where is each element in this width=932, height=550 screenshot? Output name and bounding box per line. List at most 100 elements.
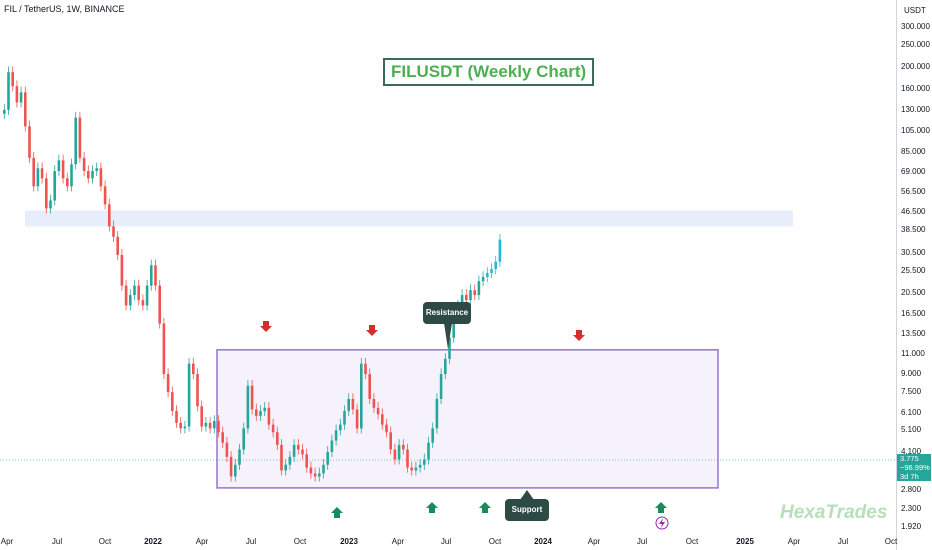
candle-body xyxy=(179,422,182,429)
price-change: −96.99% xyxy=(900,463,930,472)
candle-body xyxy=(486,272,489,277)
time-tick-label: Oct xyxy=(98,537,112,546)
time-tick-label: 2024 xyxy=(534,537,552,546)
candle-body xyxy=(448,337,451,359)
candle-body xyxy=(292,444,296,457)
candle-body xyxy=(481,277,485,282)
price-tick-label: 105.000 xyxy=(901,125,930,135)
candle-body xyxy=(229,456,233,477)
candle-body xyxy=(280,444,283,471)
candle-body xyxy=(439,374,443,399)
price-tick-label: 2.300 xyxy=(901,504,922,514)
candle-body xyxy=(208,422,212,429)
candle-body xyxy=(364,363,367,375)
time-tick-label: Jul xyxy=(636,537,648,546)
time-tick-label: Jul xyxy=(245,537,257,546)
time-tick-label: Apr xyxy=(0,537,14,546)
candle-body xyxy=(124,285,128,306)
candle-body xyxy=(70,164,73,187)
candle-body xyxy=(427,442,430,460)
candle-body xyxy=(297,444,300,450)
candle-body xyxy=(263,407,266,411)
candle-body xyxy=(301,449,304,455)
candle-body xyxy=(74,117,77,165)
candle-body xyxy=(355,409,359,429)
candle-body xyxy=(95,168,98,172)
candle-body xyxy=(250,385,254,410)
candle-body xyxy=(192,363,195,375)
candle-body xyxy=(3,109,6,114)
candle-body xyxy=(103,186,107,205)
candle-body xyxy=(129,295,132,306)
price-tick-label: 250.000 xyxy=(901,40,930,50)
candle-body xyxy=(288,456,292,465)
candle-body xyxy=(490,269,493,273)
candle-body xyxy=(284,464,287,471)
time-tick-label: Jul xyxy=(837,537,849,546)
candle-body xyxy=(87,171,90,179)
price-tick-label: 160.000 xyxy=(901,84,930,94)
candle-body xyxy=(53,171,56,201)
candle-body xyxy=(221,432,224,443)
support-arrow xyxy=(331,507,343,518)
resistance-arrow xyxy=(573,330,585,341)
candle-body xyxy=(267,407,271,425)
candle-body xyxy=(19,92,23,103)
candle-body xyxy=(133,285,136,296)
support-callout: Support xyxy=(505,499,549,521)
price-tick-label: 7.500 xyxy=(901,387,922,397)
candle-body xyxy=(351,398,355,410)
candle-body xyxy=(368,374,371,399)
candle-body xyxy=(99,168,103,187)
candle-body xyxy=(24,92,27,127)
current-price-tag: 3.775 −96.99% 3d 7h xyxy=(897,454,931,481)
candle-body xyxy=(150,265,153,286)
candle-body xyxy=(334,430,338,441)
time-tick-label: Apr xyxy=(195,537,209,546)
candle-body xyxy=(11,72,14,87)
price-tick-label: 9.000 xyxy=(901,369,922,379)
candle-body xyxy=(225,442,229,457)
candle-body xyxy=(309,467,313,474)
symbol-header: FIL / TetherUS, 1W, BINANCE xyxy=(4,4,125,14)
candle-body xyxy=(473,290,476,296)
candle-body xyxy=(32,157,35,187)
candle-body xyxy=(410,467,413,471)
price-tick-label: 38.500 xyxy=(901,225,926,235)
candle-body xyxy=(234,464,237,477)
candle-body xyxy=(66,178,69,187)
watermark: HexaTrades xyxy=(780,502,888,523)
support-callout-pointer xyxy=(520,490,534,500)
candle-body xyxy=(78,117,82,158)
price-tick-label: 200.000 xyxy=(901,62,930,72)
price-tick-label: 6.100 xyxy=(901,407,922,417)
candle-body xyxy=(339,424,342,431)
range-box xyxy=(216,349,719,489)
candle-body xyxy=(330,440,334,452)
candle-body xyxy=(477,281,481,296)
bar-countdown: 3d 7h xyxy=(900,472,919,481)
candle-body xyxy=(40,168,44,179)
price-tick-label: 1.920 xyxy=(901,522,922,531)
price-tick-label: 46.500 xyxy=(901,206,926,216)
price-tick-label: 30.500 xyxy=(901,248,926,258)
candle-body xyxy=(326,451,329,465)
candle-body xyxy=(82,157,86,172)
candle-body xyxy=(343,410,346,425)
candle-body xyxy=(242,428,245,450)
price-tick-label: 69.000 xyxy=(901,167,926,177)
candle-body xyxy=(276,432,279,445)
candle-body xyxy=(318,473,321,477)
time-tick-label: Jul xyxy=(440,537,452,546)
candle-body xyxy=(187,363,191,427)
resistance-arrow xyxy=(366,325,378,336)
current-price: 3.775 xyxy=(900,454,919,463)
candle-body xyxy=(255,409,258,416)
candle-body xyxy=(360,363,363,429)
candle-body xyxy=(444,358,447,375)
candle-body xyxy=(385,424,388,433)
candle-body xyxy=(259,410,262,416)
candle-body xyxy=(49,200,52,209)
